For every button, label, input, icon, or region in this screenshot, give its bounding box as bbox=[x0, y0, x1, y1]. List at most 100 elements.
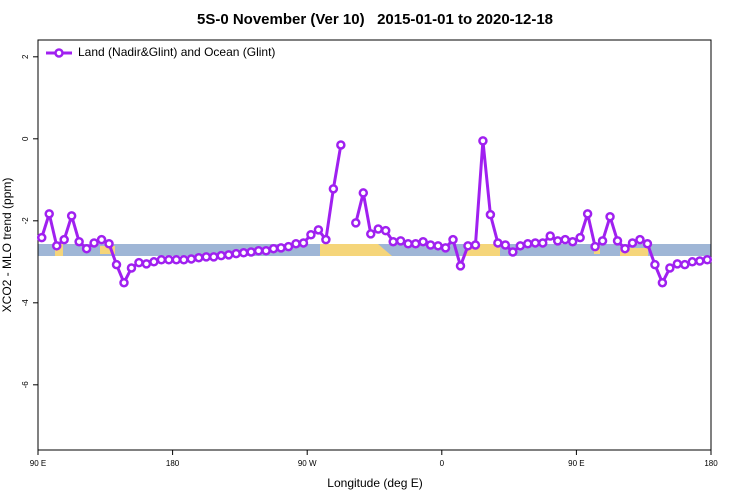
point bbox=[530, 238, 541, 248]
surface-strip bbox=[38, 244, 711, 256]
point bbox=[223, 250, 234, 260]
point bbox=[194, 252, 204, 263]
point bbox=[478, 136, 488, 146]
point bbox=[36, 232, 47, 243]
point bbox=[59, 234, 69, 245]
point bbox=[51, 241, 62, 251]
point bbox=[208, 252, 219, 262]
point bbox=[171, 255, 182, 265]
point bbox=[403, 239, 413, 249]
point bbox=[276, 243, 286, 253]
point bbox=[410, 239, 421, 249]
land-patch bbox=[320, 244, 392, 256]
point bbox=[380, 225, 391, 236]
point bbox=[493, 238, 503, 248]
legend-marker bbox=[54, 48, 64, 58]
point bbox=[448, 234, 458, 245]
point bbox=[104, 239, 114, 249]
point bbox=[126, 263, 137, 273]
x-tick-label: 180 bbox=[704, 459, 718, 468]
y-tick-label: 2 bbox=[21, 54, 30, 59]
point bbox=[81, 243, 92, 254]
point bbox=[328, 184, 339, 194]
point bbox=[612, 236, 623, 246]
point bbox=[425, 240, 436, 250]
x-tick-label: 90 E bbox=[30, 459, 46, 468]
point bbox=[253, 245, 264, 256]
point bbox=[552, 236, 563, 246]
point bbox=[433, 241, 443, 251]
point bbox=[358, 188, 369, 198]
land-patch bbox=[100, 246, 115, 254]
point bbox=[179, 255, 189, 265]
point bbox=[582, 209, 593, 219]
point bbox=[523, 239, 533, 249]
point bbox=[500, 240, 511, 250]
point bbox=[567, 236, 578, 247]
x-tick-label: 0 bbox=[440, 459, 445, 468]
point bbox=[201, 252, 211, 262]
point bbox=[134, 257, 144, 268]
point bbox=[508, 247, 518, 257]
point bbox=[650, 259, 660, 270]
point bbox=[111, 259, 122, 270]
x-tick-label: 90 E bbox=[568, 459, 584, 468]
point bbox=[246, 247, 256, 257]
point bbox=[119, 277, 129, 288]
point bbox=[156, 255, 167, 265]
y-tick-label: -2 bbox=[21, 217, 30, 225]
point bbox=[627, 238, 638, 248]
plot-frame bbox=[37, 39, 712, 451]
point bbox=[366, 229, 376, 239]
point bbox=[635, 234, 645, 245]
point bbox=[418, 236, 428, 247]
point bbox=[268, 243, 279, 254]
point bbox=[351, 218, 361, 228]
point bbox=[298, 238, 309, 248]
point bbox=[321, 234, 331, 245]
point bbox=[96, 234, 107, 245]
point bbox=[291, 239, 301, 249]
point bbox=[440, 243, 451, 253]
point bbox=[702, 255, 713, 265]
point bbox=[455, 261, 466, 271]
point bbox=[186, 254, 197, 264]
point bbox=[89, 238, 99, 248]
point bbox=[575, 232, 585, 243]
point bbox=[470, 240, 481, 250]
point bbox=[605, 211, 615, 222]
point bbox=[66, 211, 77, 221]
point bbox=[74, 236, 84, 247]
point bbox=[695, 256, 705, 266]
point bbox=[657, 277, 668, 288]
land-patch bbox=[55, 244, 63, 256]
x-axis-label: Longitude (deg E) bbox=[327, 476, 422, 490]
point bbox=[515, 241, 526, 251]
point bbox=[283, 241, 294, 252]
point bbox=[306, 230, 316, 240]
point bbox=[164, 255, 174, 265]
point bbox=[231, 248, 241, 259]
point bbox=[642, 239, 653, 249]
point bbox=[463, 241, 473, 251]
y-tick-label: -4 bbox=[21, 299, 30, 307]
point bbox=[336, 140, 346, 150]
point bbox=[388, 236, 398, 247]
point bbox=[687, 257, 698, 267]
point bbox=[141, 259, 152, 269]
y-tick-label: -6 bbox=[21, 381, 30, 389]
y-tick-label: 0 bbox=[21, 136, 30, 141]
y-axis-label: XCO2 - MLO trend (ppm) bbox=[0, 178, 14, 313]
point bbox=[313, 225, 324, 235]
point bbox=[538, 238, 548, 248]
legend-label: Land (Nadir&Glint) and Ocean (Glint) bbox=[78, 45, 275, 59]
point bbox=[665, 263, 675, 273]
chart-title: 5S-0 November (Ver 10) 2015-01-01 to 202… bbox=[197, 11, 553, 28]
point bbox=[485, 209, 496, 220]
x-tick-label: 90 W bbox=[298, 459, 317, 468]
point bbox=[672, 259, 683, 269]
point bbox=[680, 259, 690, 270]
land-patch bbox=[620, 248, 648, 256]
point bbox=[149, 257, 159, 267]
